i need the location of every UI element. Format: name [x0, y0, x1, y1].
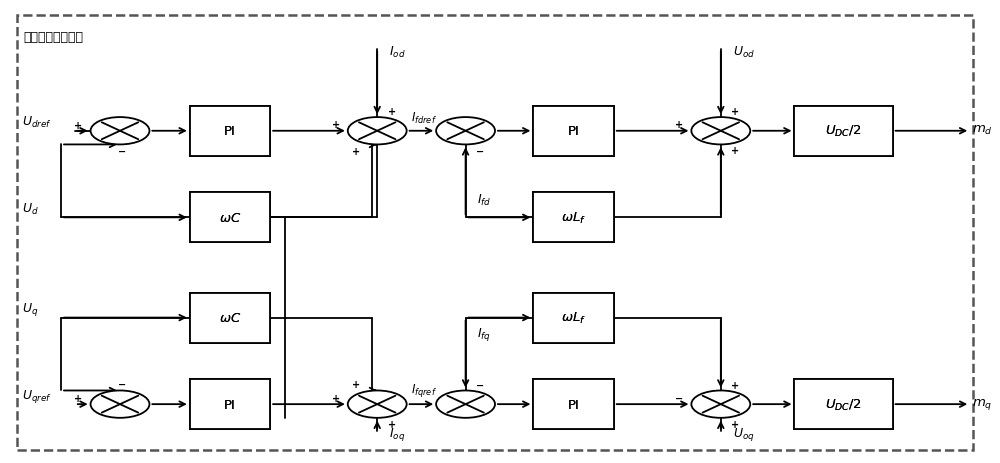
Text: $I_{fd}$: $I_{fd}$	[477, 192, 492, 207]
Circle shape	[91, 118, 149, 145]
Text: $I_{fqref}$: $I_{fqref}$	[411, 382, 437, 398]
Text: +: +	[332, 120, 340, 130]
FancyBboxPatch shape	[190, 106, 270, 156]
Text: PI: PI	[568, 398, 579, 411]
FancyBboxPatch shape	[533, 193, 614, 243]
FancyBboxPatch shape	[190, 293, 270, 343]
Text: $U_{DC}/2$: $U_{DC}/2$	[825, 397, 862, 412]
FancyBboxPatch shape	[190, 379, 270, 429]
Text: −: −	[476, 146, 484, 156]
Text: PI: PI	[568, 125, 579, 138]
Text: $U_{DC}/2$: $U_{DC}/2$	[825, 124, 862, 139]
Text: +: +	[388, 107, 396, 117]
FancyBboxPatch shape	[533, 106, 614, 156]
Text: PI: PI	[568, 125, 579, 138]
Text: $U_q$: $U_q$	[22, 300, 38, 317]
Text: +: +	[74, 394, 82, 403]
FancyBboxPatch shape	[17, 16, 973, 450]
FancyBboxPatch shape	[533, 193, 614, 243]
Text: $U_d$: $U_d$	[22, 201, 39, 216]
Text: +: +	[731, 107, 740, 117]
FancyBboxPatch shape	[533, 293, 614, 343]
Circle shape	[691, 118, 750, 145]
Text: +: +	[352, 146, 360, 156]
Text: −: −	[118, 146, 126, 156]
FancyBboxPatch shape	[533, 379, 614, 429]
Text: $I_{oq}$: $I_{oq}$	[389, 425, 405, 442]
Text: +: +	[332, 393, 340, 403]
FancyBboxPatch shape	[190, 379, 270, 429]
Text: +: +	[675, 120, 683, 130]
Text: PI: PI	[224, 125, 236, 138]
Text: PI: PI	[224, 398, 236, 411]
FancyBboxPatch shape	[190, 193, 270, 243]
Text: +: +	[352, 379, 360, 389]
FancyBboxPatch shape	[794, 379, 893, 429]
Text: $I_{fq}$: $I_{fq}$	[477, 325, 491, 342]
FancyBboxPatch shape	[190, 293, 270, 343]
FancyBboxPatch shape	[794, 106, 893, 156]
Text: PI: PI	[568, 398, 579, 411]
Text: 电压电流双环控制: 电压电流双环控制	[24, 31, 84, 44]
Circle shape	[436, 391, 495, 418]
Text: $I_{od}$: $I_{od}$	[389, 44, 406, 59]
Text: +: +	[731, 146, 740, 156]
Text: +: +	[731, 380, 740, 390]
Text: $m_q$: $m_q$	[972, 396, 993, 411]
Text: $\omega L_f$: $\omega L_f$	[561, 310, 586, 325]
FancyBboxPatch shape	[190, 193, 270, 243]
Text: $\omega C$: $\omega C$	[219, 212, 241, 225]
Circle shape	[348, 391, 407, 418]
FancyBboxPatch shape	[533, 293, 614, 343]
Text: PI: PI	[224, 125, 236, 138]
Circle shape	[436, 118, 495, 145]
FancyBboxPatch shape	[533, 106, 614, 156]
Text: $U_{DC}/2$: $U_{DC}/2$	[825, 397, 862, 412]
Text: $I_{fdref}$: $I_{fdref}$	[411, 111, 437, 125]
Text: +: +	[731, 419, 740, 429]
Text: $\omega C$: $\omega C$	[219, 312, 241, 325]
Text: $U_{DC}/2$: $U_{DC}/2$	[825, 124, 862, 139]
Text: $\omega L_f$: $\omega L_f$	[561, 210, 586, 225]
FancyBboxPatch shape	[794, 106, 893, 156]
Text: $\omega L_f$: $\omega L_f$	[561, 210, 586, 225]
Text: +: +	[74, 120, 82, 131]
Text: $U_{dref}$: $U_{dref}$	[22, 115, 52, 130]
Text: $\omega C$: $\omega C$	[219, 212, 241, 225]
Text: $U_{qref}$: $U_{qref}$	[22, 387, 52, 404]
Circle shape	[348, 118, 407, 145]
Text: $U_{od}$: $U_{od}$	[733, 44, 755, 59]
FancyBboxPatch shape	[533, 379, 614, 429]
Text: PI: PI	[224, 398, 236, 411]
Circle shape	[91, 391, 149, 418]
FancyBboxPatch shape	[190, 106, 270, 156]
Text: $\omega L_f$: $\omega L_f$	[561, 310, 586, 325]
Circle shape	[691, 391, 750, 418]
Text: $\omega C$: $\omega C$	[219, 312, 241, 325]
Text: $U_{oq}$: $U_{oq}$	[733, 425, 754, 442]
Text: −: −	[118, 379, 126, 389]
FancyBboxPatch shape	[794, 379, 893, 429]
Text: −: −	[675, 393, 683, 403]
Text: +: +	[388, 419, 396, 429]
Text: −: −	[476, 380, 484, 390]
Text: $m_d$: $m_d$	[972, 124, 993, 137]
